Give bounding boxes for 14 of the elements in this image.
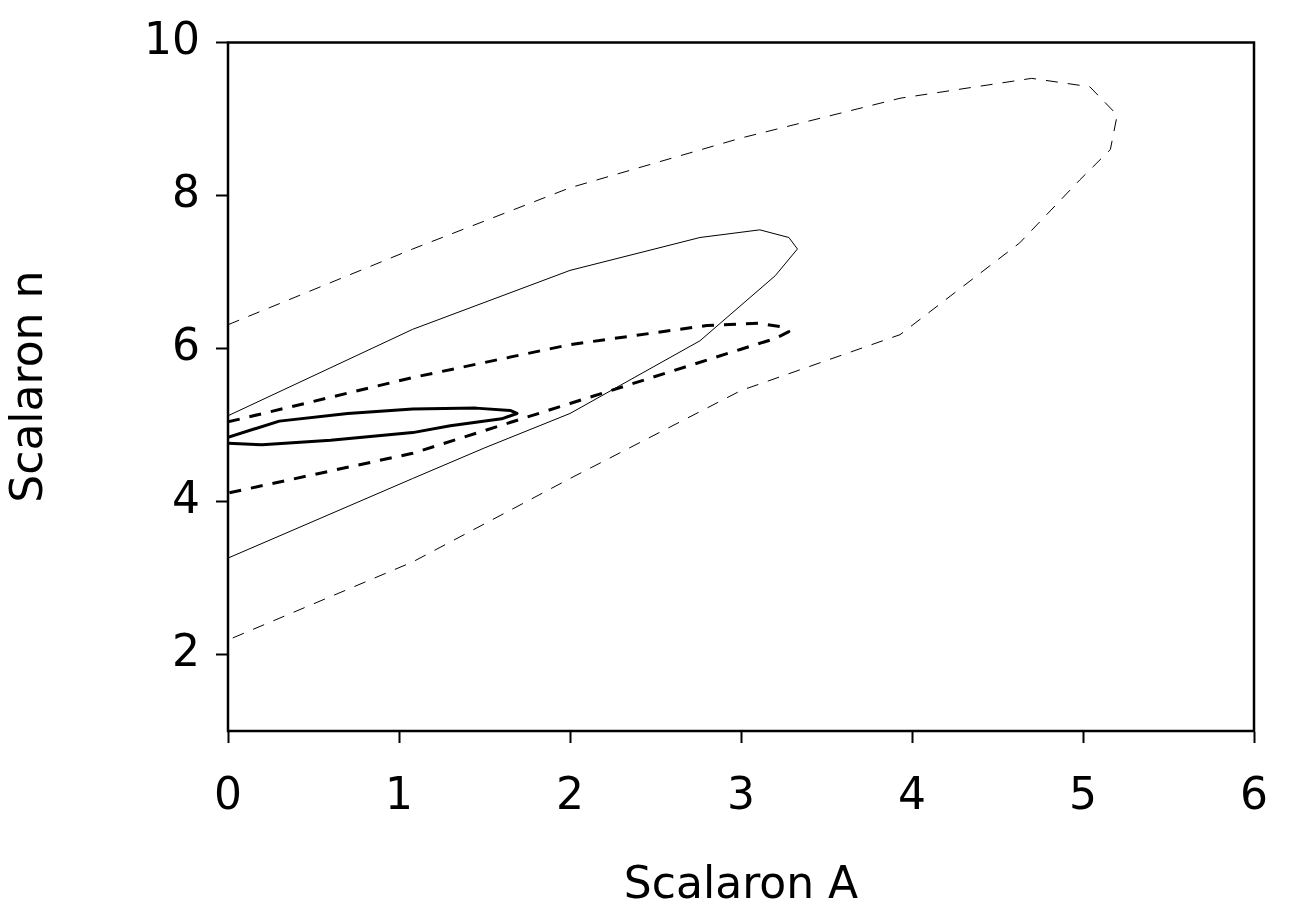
y-axis-title: Scalaron n [0,270,52,503]
x-tick-label: 5 [1069,767,1097,819]
x-tick-label: 4 [898,767,926,819]
x-tick-label: 2 [556,767,584,819]
x-tick-label: 3 [727,767,755,819]
y-tick-label: 8 [172,165,200,217]
y-tick-label: 4 [172,471,200,523]
y-tick-label: 10 [144,12,200,64]
x-tick-label: 6 [1240,767,1268,819]
y-tick-label: 6 [172,318,200,370]
x-tick-label: 0 [214,767,242,819]
x-tick-label: 1 [385,767,413,819]
y-tick-label: 2 [172,624,200,676]
x-axis-title: Scalaron A [623,857,859,909]
